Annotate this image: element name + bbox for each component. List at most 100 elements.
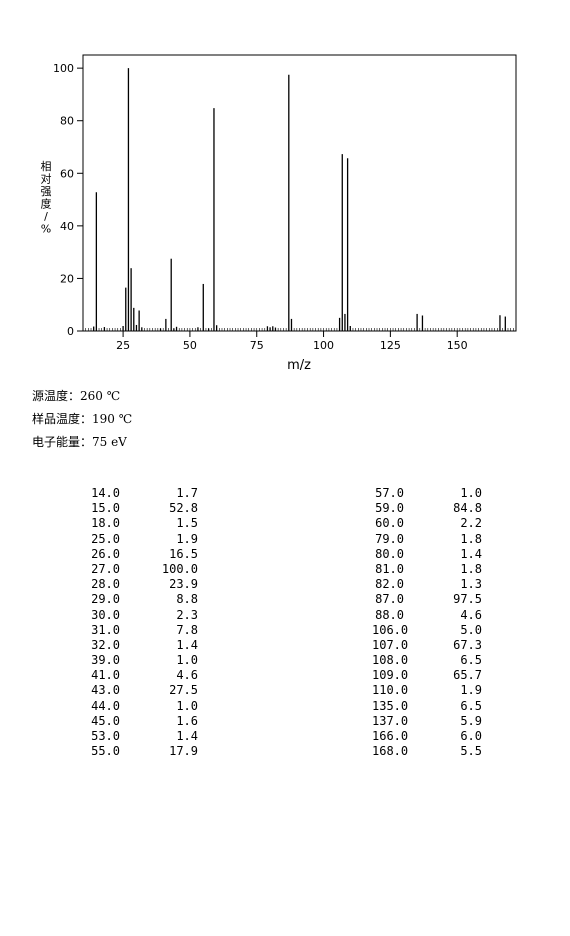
peak-row: 43.0 27.5 [88,683,198,698]
peak-row: 168.0 5.5 [372,744,482,759]
y-tick-label: 100 [53,62,74,75]
spectrum-peaks [93,68,506,331]
sample-temperature: 样品温度：190 ℃ [32,412,133,426]
source-temperature: 源温度：260 ℃ [32,389,121,403]
peak-mz: 82.0 [375,577,404,592]
peak-intensity: 67.3 [453,637,482,652]
peak-mz: 30.0 [91,607,120,622]
peak-mz: 18.0 [91,516,120,531]
plot-frame [82,54,517,332]
peak-mz: 60.0 [375,516,404,531]
peak-intensity: 2.2 [460,516,482,531]
peak-row: 107.0 67.3 [372,638,482,653]
peak-row: 27.0 100.0 [88,562,198,577]
peak-intensity: 1.4 [176,637,198,652]
y-tick-label: 80 [60,115,74,128]
peak-intensity: 5.9 [460,713,482,728]
peak-row: 15.0 52.8 [88,501,198,516]
peak-row: 41.0 4.6 [88,668,198,683]
x-tick-label: 125 [380,339,401,352]
peak-row: 81.0 1.8 [372,562,482,577]
peak-row: 79.0 1.8 [372,532,482,547]
peak-mz: 135.0 [372,698,409,713]
peak-intensity: 17.9 [169,744,198,759]
peak-intensity: 1.9 [176,531,198,546]
peak-intensity: 97.5 [453,592,482,607]
peak-mz: 87.0 [375,592,404,607]
peak-intensity: 1.4 [176,729,198,743]
peak-intensity: 1.0 [176,653,198,668]
peak-mz: 107.0 [372,637,409,652]
peak-intensity: 27.5 [169,683,198,698]
peak-mz: 109.0 [372,668,409,683]
peak-intensity: 5.5 [460,744,482,759]
peak-mz: 26.0 [91,546,120,561]
peak-row: 45.0 1.6 [88,714,198,729]
y-tick-label: 40 [60,220,74,233]
x-tick-label: 100 [313,339,334,352]
peak-intensity: 1.8 [460,561,482,576]
x-axis-label: m/z [287,358,311,373]
peak-row: 166.0 6.0 [372,729,482,744]
peak-mz: 137.0 [372,713,409,728]
peak-mz: 45.0 [91,713,120,728]
peak-mz: 81.0 [375,561,404,576]
peak-intensity: 1.5 [176,516,198,531]
peak-row: 30.0 2.3 [88,608,198,623]
peak-mz: 31.0 [91,622,120,637]
peak-intensity: 1.6 [176,713,198,728]
peak-row: 44.0 1.0 [88,699,198,714]
peak-mz: 57.0 [375,486,404,500]
peak-intensity: 100.0 [161,561,198,576]
peak-intensity: 6.0 [460,729,482,743]
peak-intensity: 6.5 [460,653,482,668]
peak-row: 18.0 1.5 [88,516,198,531]
peak-row: 28.0 23.9 [88,577,198,592]
peak-mz: 41.0 [91,668,120,683]
peak-intensity: 1.3 [460,577,482,592]
peak-intensity: 1.7 [176,486,198,500]
peak-row: 14.0 1.7 [88,486,198,501]
peak-intensity: 65.7 [453,668,482,683]
peak-mz: 59.0 [375,501,404,516]
peak-row: 135.0 6.5 [372,699,482,714]
x-tick-label: 150 [447,339,468,352]
y-tick-label: 20 [60,272,74,285]
peak-mz: 106.0 [372,622,409,637]
peak-mz: 27.0 [91,561,120,576]
y-axis-label: 相对强度/% [41,160,52,236]
peak-mz: 14.0 [91,486,120,500]
peak-intensity: 1.9 [460,683,482,698]
peak-intensity: 4.6 [176,668,198,683]
y-tick-label: 0 [67,325,74,338]
y-tick-label: 60 [60,167,74,180]
peak-intensity: 84.8 [453,501,482,516]
peak-row: 82.0 1.3 [372,577,482,592]
peak-row: 39.0 1.0 [88,653,198,668]
peak-intensity: 52.8 [169,501,198,516]
peak-row: 55.0 17.9 [88,744,198,759]
peak-mz: 168.0 [372,744,409,759]
peak-row: 80.0 1.4 [372,547,482,562]
y-axis: 0 20 40 60 80 100 [53,62,83,338]
x-tick-label: 25 [116,339,130,352]
peak-row: 108.0 6.5 [372,653,482,668]
peak-row: 88.0 4.6 [372,608,482,623]
peak-mz: 43.0 [91,683,120,698]
peak-table-left: 14.0 1.7 15.0 52.8 18.0 1.5 25.0 1.9 26.0 16.5 27.… [88,486,198,759]
peak-mz: 32.0 [91,637,120,652]
peak-intensity: 1.0 [460,486,482,500]
peak-row: 31.0 7.8 [88,623,198,638]
peak-mz: 39.0 [91,653,120,668]
peak-row: 26.0 16.5 [88,547,198,562]
peak-intensity: 1.0 [176,698,198,713]
peak-row: 110.0 1.9 [372,683,482,698]
peak-row: 57.0 1.0 [372,486,482,501]
peak-intensity: 23.9 [169,577,198,592]
peak-mz: 108.0 [372,653,409,668]
peak-intensity: 1.4 [460,546,482,561]
peak-mz: 55.0 [91,744,120,759]
peak-intensity: 7.8 [176,622,198,637]
peak-intensity: 4.6 [460,607,482,622]
peak-mz: 53.0 [91,729,120,743]
